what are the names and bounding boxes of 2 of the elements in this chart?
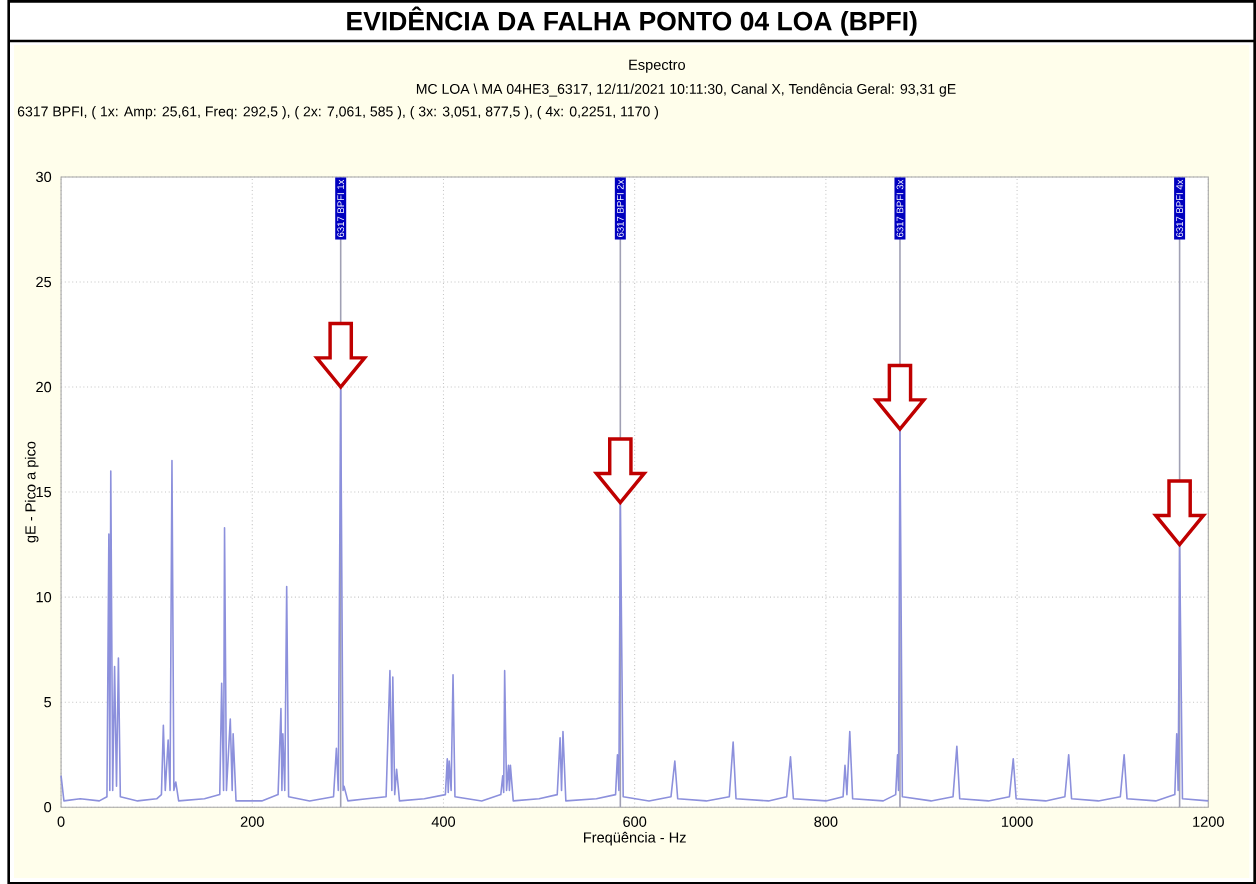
chart-title: EVIDÊNCIA DA FALHA PONTO 04 LOA (BPFI) <box>347 6 917 36</box>
line-series <box>60 385 1210 802</box>
